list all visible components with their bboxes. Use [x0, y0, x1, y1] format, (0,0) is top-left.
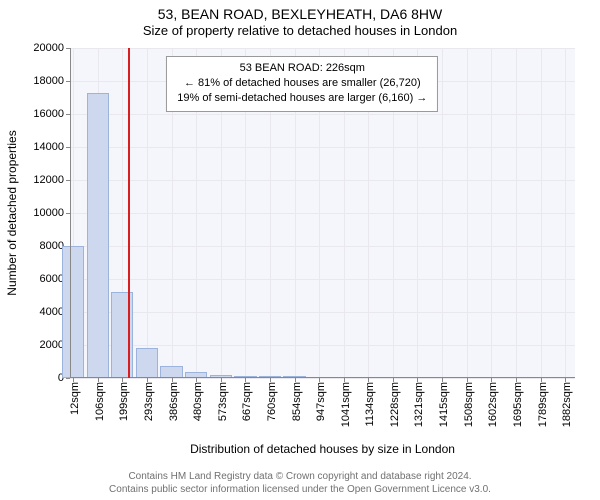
x-tick-label: 1789sqm	[537, 382, 549, 427]
grid-line	[70, 378, 575, 379]
info-box-line-2: ← 81% of detached houses are smaller (26…	[177, 76, 427, 91]
histogram-bar	[62, 246, 84, 378]
grid-line	[70, 147, 575, 148]
page-title: 53, BEAN ROAD, BEXLEYHEATH, DA6 8HW	[0, 0, 600, 23]
x-tick-label: 1415sqm	[438, 382, 450, 427]
x-tick-label: 199sqm	[118, 382, 130, 421]
x-tick-label: 1882sqm	[561, 382, 573, 427]
y-tick-label: 16000	[33, 108, 70, 120]
y-tick-label: 10000	[33, 207, 70, 219]
y-tick-label: 20000	[33, 42, 70, 54]
x-tick-label: 667sqm	[241, 382, 253, 421]
histogram-bar	[87, 93, 109, 378]
x-tick-label: 12sqm	[69, 382, 81, 415]
grid-line	[442, 48, 443, 378]
grid-line	[541, 48, 542, 378]
x-tick-label: 760sqm	[266, 382, 278, 421]
grid-line	[70, 246, 575, 247]
x-tick-label: 480sqm	[192, 382, 204, 421]
x-tick-label: 1321sqm	[413, 382, 425, 427]
grid-line	[467, 48, 468, 378]
grid-line	[516, 48, 517, 378]
x-tick-label: 1228sqm	[389, 382, 401, 427]
grid-line	[565, 48, 566, 378]
y-tick-label: 18000	[33, 75, 70, 87]
x-tick-label: 1695sqm	[512, 382, 524, 427]
x-tick-label: 1508sqm	[463, 382, 475, 427]
x-tick-label: 1041sqm	[340, 382, 352, 427]
info-box-line-1: 53 BEAN ROAD: 226sqm	[177, 61, 427, 76]
grid-line	[70, 180, 575, 181]
x-tick-label: 1602sqm	[487, 382, 499, 427]
y-axis-title: Number of detached properties	[5, 130, 19, 295]
x-tick-label: 1134sqm	[364, 382, 376, 426]
footer-line-1: Contains HM Land Registry data © Crown c…	[0, 470, 600, 483]
x-tick-label: 854sqm	[291, 382, 303, 421]
grid-line	[70, 312, 575, 313]
footer-line-2: Contains public sector information licen…	[0, 483, 600, 496]
x-tick-label: 386sqm	[168, 382, 180, 421]
grid-line	[491, 48, 492, 378]
x-tick-label: 947sqm	[315, 382, 327, 421]
x-axis-title: Distribution of detached houses by size …	[190, 442, 455, 456]
info-box: 53 BEAN ROAD: 226sqm← 81% of detached ho…	[166, 56, 438, 112]
grid-line	[70, 345, 575, 346]
grid-line	[70, 114, 575, 115]
chart-plot-area: 0200040006000800010000120001400016000180…	[70, 48, 575, 378]
grid-line	[70, 279, 575, 280]
grid-line	[70, 48, 575, 49]
x-tick-label: 573sqm	[217, 382, 229, 421]
page-subtitle: Size of property relative to detached ho…	[0, 23, 600, 43]
marker-line	[128, 48, 130, 378]
footer: Contains HM Land Registry data © Crown c…	[0, 470, 600, 496]
info-box-line-3: 19% of semi-detached houses are larger (…	[177, 91, 427, 106]
grid-line	[70, 213, 575, 214]
x-tick-label: 293sqm	[143, 382, 155, 421]
grid-line	[147, 48, 148, 378]
y-tick-label: 14000	[33, 141, 70, 153]
histogram-bar	[136, 348, 158, 378]
x-tick-label: 106sqm	[94, 382, 106, 421]
y-tick-label: 12000	[33, 174, 70, 186]
